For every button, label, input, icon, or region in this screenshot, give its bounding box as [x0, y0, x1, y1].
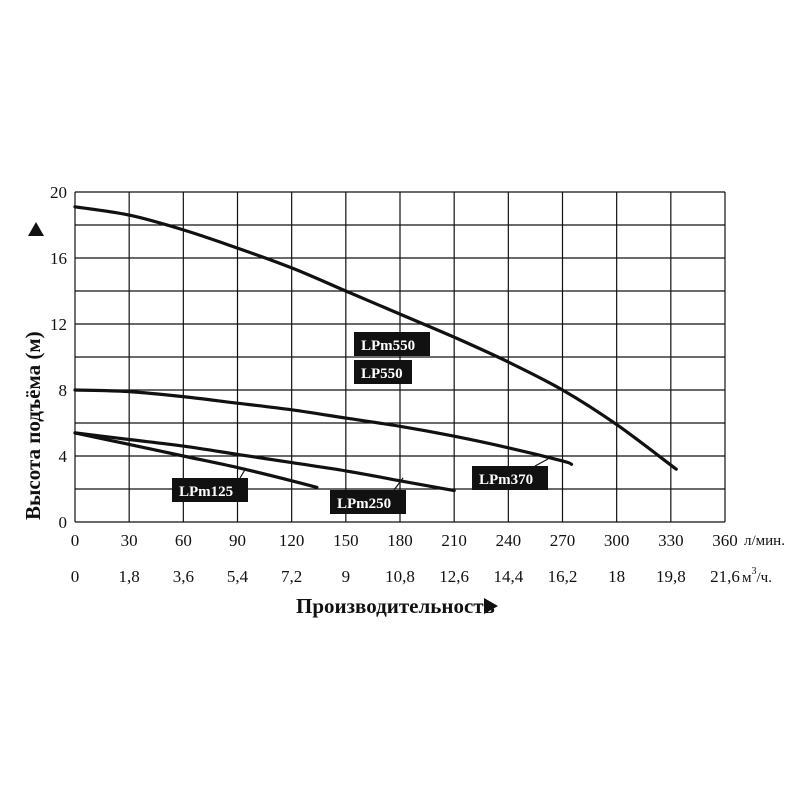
label-lpm125-text: LPm125 — [179, 484, 233, 500]
x-tick-labels-m3h: 0 1,8 3,6 5,4 7,2 9 10,8 12,6 14,4 16,2 18 19,8 21,6 — [71, 567, 740, 586]
label-lp550: LP550 — [354, 360, 412, 384]
x-tick-label-m3h: 10,8 — [385, 567, 415, 586]
y-tick-label: 12 — [50, 315, 67, 334]
label-lp550-text: LP550 — [361, 366, 403, 382]
label-lpm250: LPm250 — [330, 477, 406, 514]
x-tick-label-lmin: 360 — [712, 531, 738, 550]
y-tick-label: 20 — [50, 183, 67, 202]
x-tick-label-m3h: 5,4 — [227, 567, 249, 586]
x-axis-arrow-icon — [484, 598, 498, 614]
label-lpm250-text: LPm250 — [337, 496, 391, 512]
grid — [74, 191, 726, 523]
x-tick-label-m3h: 14,4 — [493, 567, 523, 586]
x-tick-label-lmin: 30 — [121, 531, 138, 550]
label-lpm370-leader — [534, 458, 549, 467]
label-lpm250-leader — [393, 477, 404, 491]
label-lpm125-leader — [239, 467, 247, 479]
curves — [73, 205, 678, 493]
x-tick-label-lmin: 270 — [550, 531, 576, 550]
x-tick-label-lmin: 330 — [658, 531, 684, 550]
x-tick-label-m3h: 1,8 — [119, 567, 140, 586]
x-axis-title: Производительность — [296, 594, 495, 618]
curve-lpm370 — [73, 388, 574, 466]
y-axis-arrow-icon — [28, 222, 44, 236]
x-unit-m3h: м3/ч. — [742, 566, 772, 586]
x-tick-label-lmin: 240 — [496, 531, 522, 550]
y-tick-labels: 0 4 8 12 16 20 — [50, 183, 68, 532]
x-tick-label-lmin: 300 — [604, 531, 630, 550]
x-tick-label-m3h: 12,6 — [439, 567, 469, 586]
x-tick-label-lmin: 150 — [333, 531, 359, 550]
x-tick-label-m3h: 21,6 — [710, 567, 740, 586]
x-tick-label-lmin: 90 — [229, 531, 246, 550]
label-lpm550-text: LPm550 — [361, 338, 415, 354]
label-lpm550: LPm550 — [354, 332, 430, 356]
y-axis-title: Высота подъёма (м) — [21, 331, 45, 520]
x-tick-label-lmin: 60 — [175, 531, 192, 550]
x-unit-m3h-tail: /ч. — [757, 570, 772, 586]
curve-lpm250 — [73, 431, 456, 493]
y-tick-label: 4 — [59, 447, 68, 466]
x-tick-label-m3h: 19,8 — [656, 567, 686, 586]
x-tick-label-m3h: 3,6 — [173, 567, 194, 586]
x-unit-m3h-base: м — [742, 570, 752, 586]
x-tick-label-m3h: 0 — [71, 567, 80, 586]
x-tick-label-lmin: 120 — [279, 531, 305, 550]
label-lpm125: LPm125 — [172, 467, 248, 502]
label-lpm370: LPm370 — [472, 458, 549, 490]
x-tick-label-lmin: 0 — [71, 531, 80, 550]
x-unit-m3h-sup: 3 — [752, 566, 757, 577]
y-tick-label: 16 — [50, 249, 67, 268]
x-tick-label-lmin: 180 — [387, 531, 413, 550]
y-tick-label: 8 — [59, 381, 68, 400]
x-tick-label-lmin: 210 — [441, 531, 467, 550]
x-tick-label-m3h: 18 — [608, 567, 625, 586]
x-tick-label-m3h: 7,2 — [281, 567, 302, 586]
x-tick-label-m3h: 9 — [342, 567, 351, 586]
x-tick-label-m3h: 16,2 — [548, 567, 578, 586]
curve-lpm125 — [73, 431, 319, 489]
curve-lpm550 — [73, 205, 678, 471]
x-tick-labels-lmin: 0 30 60 90 120 150 180 210 240 270 300 330 360 — [71, 531, 738, 550]
y-tick-label: 0 — [59, 513, 68, 532]
label-lpm370-text: LPm370 — [479, 472, 533, 488]
x-unit-lmin: л/мин. — [744, 533, 785, 549]
